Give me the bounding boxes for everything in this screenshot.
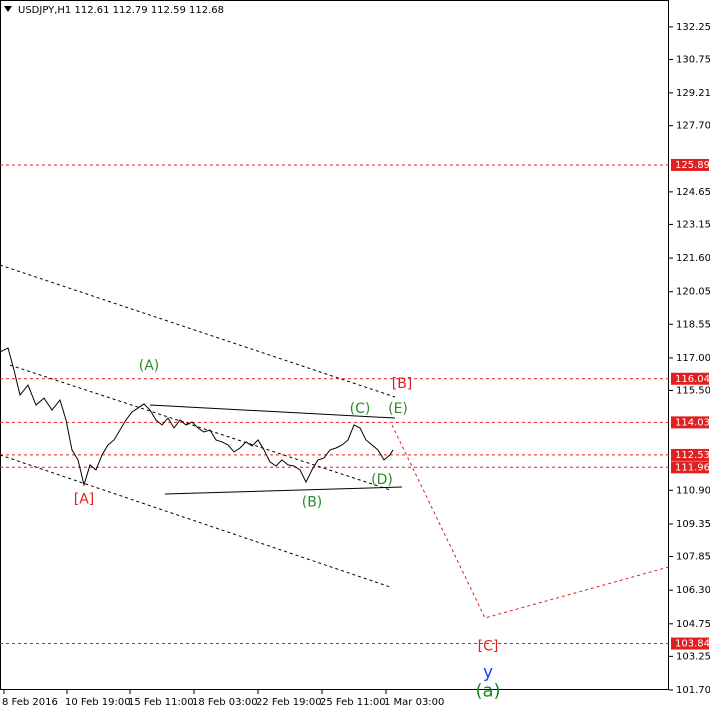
y-tick-label: 115.50	[676, 385, 710, 396]
x-tick-label: 25 Feb 11:00	[320, 697, 386, 708]
trend-line	[149, 404, 396, 419]
x-tick-label: 8 Feb 2016	[2, 697, 58, 708]
level-label: 125.89	[675, 160, 710, 171]
y-tick-label: 118.55	[676, 319, 710, 330]
y-tick-label: 106.30	[676, 585, 710, 596]
y-tick-label: 130.75	[676, 54, 710, 65]
y-tick-label: 103.25	[676, 651, 710, 662]
level-label-box	[671, 158, 709, 171]
x-tick-label: 22 Feb 19:00	[256, 697, 322, 708]
wave-label: (a)	[475, 681, 500, 702]
wave-label: [C]	[478, 639, 499, 655]
level-label: 111.96	[675, 462, 710, 473]
wave-label: y	[483, 663, 493, 683]
x-tick-label: 1 Mar 03:00	[384, 697, 444, 708]
trend-line	[164, 486, 403, 495]
level-label-box	[671, 461, 709, 474]
price-line	[0, 347, 394, 487]
y-tick-label: 110.90	[676, 485, 710, 496]
y-tick-label: 132.25	[676, 22, 710, 33]
y-tick-label: 127.70	[676, 121, 710, 132]
plot-frame	[0, 0, 669, 690]
level-label-box	[671, 637, 709, 650]
x-tick-label: 18 Feb 03:00	[192, 697, 258, 708]
wave-label: (C)	[350, 401, 371, 417]
wave-label: [B]	[392, 376, 413, 392]
wave-label: [A]	[74, 492, 95, 508]
level-label: 103.84	[675, 639, 710, 650]
y-tick-label: 120.05	[676, 287, 710, 298]
trend-line	[0, 454, 391, 588]
wave-label: (E)	[388, 401, 408, 417]
y-tick-label: 101.70	[676, 685, 710, 696]
title-icon	[4, 6, 12, 12]
y-tick-label: 129.21	[676, 88, 710, 99]
wave-label: (B)	[302, 495, 323, 511]
level-label: 112.53	[675, 450, 710, 461]
y-tick-label: 109.35	[676, 519, 710, 530]
x-tick-label: 15 Feb 11:00	[128, 697, 194, 708]
y-tick-label: 123.15	[676, 219, 710, 230]
chart-title: USDJPY,H1 112.61 112.79 112.59 112.68	[18, 5, 224, 16]
y-tick-label: 107.85	[676, 552, 710, 563]
y-tick-label: 104.75	[676, 619, 710, 630]
level-label-box	[671, 416, 709, 429]
y-tick-label: 117.00	[676, 353, 710, 364]
level-label-box	[671, 448, 709, 461]
y-tick-label: 121.60	[676, 253, 710, 264]
wave-label: (A)	[139, 358, 160, 374]
x-tick-label: 10 Feb 19:00	[65, 697, 131, 708]
trend-line	[9, 364, 391, 491]
y-tick-label: 124.65	[676, 187, 710, 198]
level-label: 116.04	[675, 374, 710, 385]
level-label-box	[671, 372, 709, 385]
level-label: 114.03	[675, 417, 710, 428]
wave-label: (D)	[371, 472, 393, 488]
